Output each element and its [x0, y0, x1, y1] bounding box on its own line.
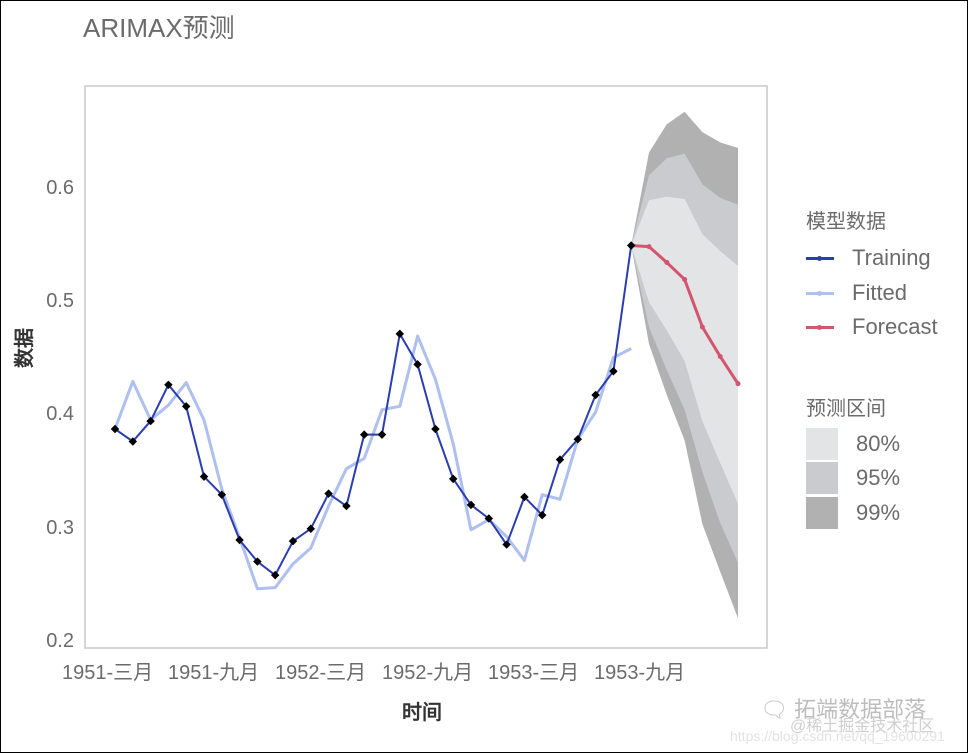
watermark-sub: @稀土掘金技术社区: [790, 718, 935, 735]
training-point: [110, 424, 120, 434]
legend-item-forecast: Forecast: [806, 314, 938, 340]
x-axis-label: 时间: [402, 702, 442, 724]
chart-title: ARIMAX预测: [83, 13, 235, 43]
training-point: [395, 329, 405, 339]
training-point: [164, 380, 173, 390]
legend-label: 99%: [856, 500, 901, 525]
training-point: [520, 492, 529, 502]
forecast-point: [717, 353, 723, 359]
legend-label: Fitted: [852, 280, 908, 305]
training-point: [484, 514, 494, 523]
y-tick-label: 0.6: [46, 177, 74, 199]
interval-95-swatch-icon: [806, 462, 838, 494]
training-point: [306, 524, 316, 533]
forecast-point: [664, 259, 670, 265]
training-point: [342, 501, 351, 511]
interval-99-swatch-icon: [806, 497, 838, 529]
x-tick-label: 1951-九月: [168, 662, 260, 684]
legend-item-95: 95%: [806, 461, 900, 495]
legend-label: Training: [852, 245, 931, 270]
y-axis-label: 数据: [14, 328, 36, 368]
training-point: [128, 437, 138, 446]
y-tick-label: 0.4: [46, 403, 74, 425]
legend-label: 95%: [856, 465, 901, 490]
training-point: [199, 472, 209, 481]
training-point: [413, 360, 422, 369]
training-line-icon: [806, 255, 834, 261]
training-point: [466, 500, 476, 510]
training-point: [146, 416, 155, 426]
training-point: [431, 424, 440, 434]
training-point: [502, 540, 511, 549]
training-point: [359, 430, 369, 439]
wechat-icon: 🗨: [760, 697, 788, 722]
training-point: [324, 489, 333, 498]
legend-item-99: 99%: [806, 496, 900, 530]
legend-item-80: 80%: [806, 427, 900, 461]
training-point: [217, 490, 227, 499]
forecast-point: [735, 381, 741, 387]
training-point: [609, 366, 618, 376]
x-tick-label: 1952-三月: [275, 662, 367, 684]
legend-interval-title: 预测区间: [806, 398, 886, 420]
y-tick-label: 0.5: [46, 290, 74, 312]
training-point: [555, 455, 565, 464]
legend-label: Forecast: [852, 314, 938, 339]
watermark-url: https://blog.csdn.net/qq_19600291: [730, 728, 945, 744]
training-point: [181, 402, 191, 411]
fitted-line-icon: [806, 290, 834, 296]
training-point: [448, 474, 458, 484]
forecast-point: [646, 244, 652, 250]
training-point: [537, 510, 547, 520]
x-tick-label: 1953-三月: [488, 662, 580, 684]
legend-item-fitted: Fitted: [806, 280, 907, 306]
training-point: [591, 390, 600, 400]
training-point: [573, 434, 583, 444]
legend-label: 80%: [856, 431, 901, 456]
training-point: [377, 430, 387, 439]
x-tick-label: 1953-九月: [594, 662, 686, 684]
y-tick-label: 0.3: [46, 517, 74, 539]
forecast-line-icon: [806, 324, 834, 330]
prediction-interval-bands: [631, 111, 738, 619]
interval-80-swatch-icon: [806, 428, 838, 460]
training-point: [270, 570, 280, 580]
forecast-point: [699, 324, 705, 330]
training-line: [114, 245, 633, 577]
watermark-text: 🗨 拓端数据部落: [760, 697, 927, 722]
y-tick-label: 0.2: [46, 630, 74, 652]
legend-model-title: 模型数据: [806, 211, 886, 233]
training-point: [288, 536, 298, 546]
legend-item-training: Training: [806, 245, 931, 271]
x-tick-label: 1951-三月: [62, 662, 154, 684]
interval-band-80: [631, 196, 738, 504]
forecast-point: [682, 276, 688, 282]
x-tick-label: 1952-九月: [382, 662, 474, 684]
